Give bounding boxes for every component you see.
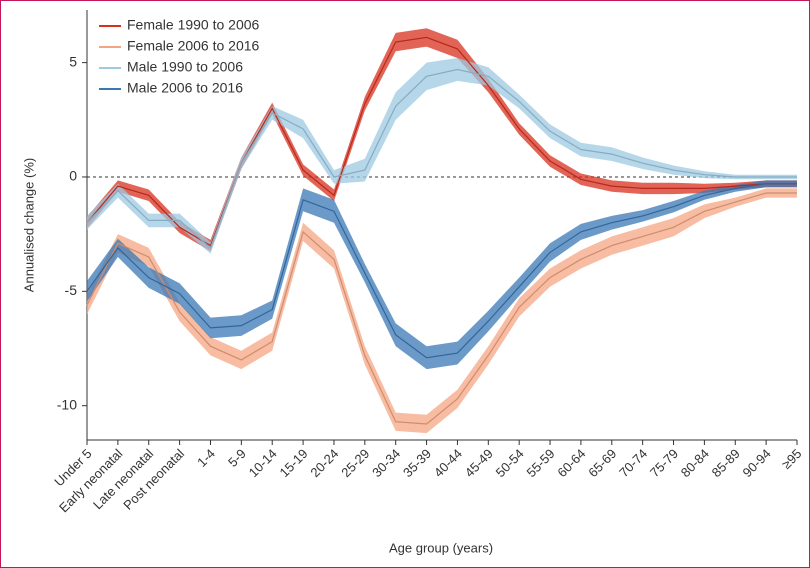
x-tick-label: 5-9 <box>225 446 249 470</box>
y-tick-label: -5 <box>65 282 78 298</box>
x-tick-label: 75-79 <box>647 446 681 480</box>
x-tick-label: 50-54 <box>493 446 527 480</box>
uncertainty-band <box>87 180 797 370</box>
x-tick-label: 15-19 <box>277 446 311 480</box>
legend-label: Male 2006 to 2016 <box>127 80 243 96</box>
x-tick-label: 30-34 <box>369 446 403 480</box>
x-tick-label: 45-49 <box>462 446 496 480</box>
x-tick-label: 25-29 <box>338 446 372 480</box>
series-line <box>86 68 797 249</box>
legend-label: Female 2006 to 2016 <box>127 38 260 54</box>
x-tick-label: 55-59 <box>523 446 557 480</box>
x-tick-label: 40-44 <box>431 446 465 480</box>
x-tick-label: 20-24 <box>307 446 341 480</box>
y-tick-label: 0 <box>69 168 77 184</box>
x-axis-label: Age group (years) <box>389 540 493 555</box>
series-line <box>86 183 797 359</box>
legend-label: Male 1990 to 2006 <box>127 59 243 75</box>
x-tick-label: 80-84 <box>678 446 712 480</box>
legend-label: Female 1990 to 2006 <box>127 17 260 33</box>
y-tick-label: 5 <box>69 53 77 69</box>
y-tick-label: -10 <box>57 396 77 412</box>
x-tick-label: 35-39 <box>400 446 434 480</box>
x-tick-label: 85-89 <box>709 446 743 480</box>
y-axis-label: Annualised change (%) <box>21 158 36 292</box>
x-tick-label: 90-94 <box>740 446 774 480</box>
series-line <box>86 192 797 425</box>
x-tick-label: 10-14 <box>246 446 280 480</box>
x-tick-label: 60-64 <box>554 446 588 480</box>
x-tick-label: 70-74 <box>616 446 650 480</box>
x-tick-label: 1-4 <box>194 446 218 470</box>
uncertainty-band <box>87 188 797 434</box>
x-tick-label: 65-69 <box>585 446 619 480</box>
x-tick-label: ≥95 <box>779 446 805 472</box>
